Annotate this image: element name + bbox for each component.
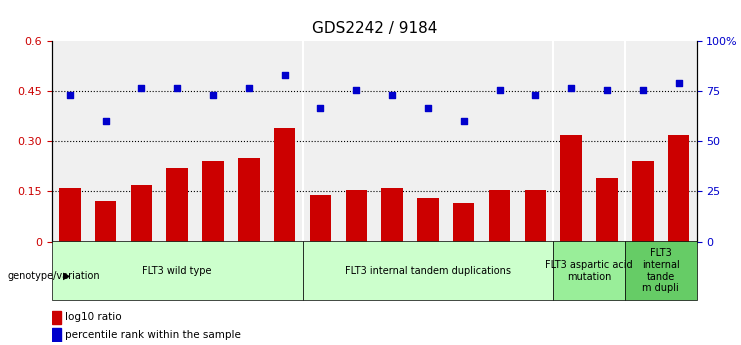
FancyBboxPatch shape — [52, 241, 302, 300]
Point — [314, 105, 326, 111]
Bar — [52, 328, 61, 342]
Text: FLT3 aspartic acid
mutation: FLT3 aspartic acid mutation — [545, 260, 633, 282]
Bar — [167, 168, 188, 241]
Text: FLT3
internal
tande
m dupli: FLT3 internal tande m dupli — [642, 248, 679, 293]
Text: ▶: ▶ — [63, 271, 70, 281]
Point — [99, 119, 111, 124]
Point — [136, 85, 147, 91]
Point — [458, 119, 470, 124]
Point — [350, 87, 362, 92]
Bar — [202, 161, 224, 242]
Point — [422, 105, 434, 111]
Point — [207, 92, 219, 98]
Bar — [382, 188, 403, 241]
Title: GDS2242 / 9184: GDS2242 / 9184 — [311, 21, 437, 36]
FancyBboxPatch shape — [302, 241, 554, 300]
Text: log10 ratio: log10 ratio — [65, 313, 122, 322]
Point — [386, 92, 398, 98]
FancyBboxPatch shape — [625, 241, 697, 300]
Point — [637, 87, 649, 92]
Bar — [597, 178, 618, 242]
Point — [565, 85, 577, 91]
Bar — [668, 135, 689, 242]
Bar — [310, 195, 331, 242]
Bar — [59, 188, 81, 241]
Bar — [453, 203, 474, 241]
Point — [171, 85, 183, 91]
Bar — [489, 190, 511, 242]
Point — [673, 80, 685, 86]
FancyBboxPatch shape — [554, 241, 625, 300]
Point — [601, 87, 613, 92]
Bar — [95, 201, 116, 242]
Bar — [560, 135, 582, 242]
Point — [64, 92, 76, 98]
Text: genotype/variation: genotype/variation — [7, 271, 100, 281]
Text: FLT3 wild type: FLT3 wild type — [142, 266, 212, 276]
Point — [494, 87, 505, 92]
Bar — [238, 158, 259, 242]
Point — [279, 72, 290, 78]
Text: FLT3 internal tandem duplications: FLT3 internal tandem duplications — [345, 266, 511, 276]
Bar — [274, 128, 296, 242]
Bar — [525, 190, 546, 242]
Bar — [130, 185, 152, 242]
Point — [529, 92, 541, 98]
Bar — [345, 190, 367, 242]
Bar — [52, 310, 61, 324]
Text: percentile rank within the sample: percentile rank within the sample — [65, 330, 241, 339]
Point — [243, 85, 255, 91]
Bar — [417, 198, 439, 241]
Bar — [632, 161, 654, 242]
